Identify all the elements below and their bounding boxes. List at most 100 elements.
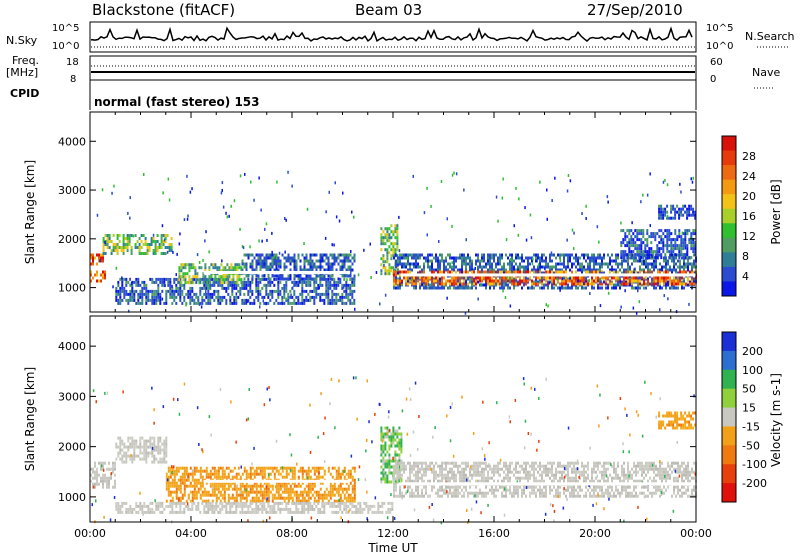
power-cell — [493, 256, 495, 260]
power-cell — [155, 280, 158, 284]
power-cell — [157, 292, 160, 296]
power-cell — [331, 265, 334, 269]
power-cell — [683, 280, 685, 284]
velocity-cell — [323, 490, 326, 494]
power-cell — [690, 241, 693, 245]
power-cell — [251, 274, 254, 278]
velocity-cell — [321, 496, 324, 500]
power-cell — [451, 276, 453, 280]
velocity-cell — [253, 490, 256, 494]
power-cell — [327, 274, 330, 278]
power-cell — [591, 276, 593, 280]
power-cell — [633, 271, 635, 275]
velocity-cell — [207, 472, 210, 476]
power-cell — [329, 265, 332, 269]
power-cell — [686, 213, 689, 217]
power-cell — [130, 249, 133, 252]
velocity-cell — [381, 501, 384, 505]
power-cell — [668, 232, 671, 236]
velocity-cell — [115, 457, 118, 461]
velocity-cell — [389, 501, 392, 505]
power-cell — [329, 280, 332, 284]
power-cell — [561, 279, 563, 283]
velocity-cell — [371, 504, 374, 508]
power-cell — [459, 270, 461, 274]
velocity-cell — [112, 467, 114, 471]
power-cell — [678, 210, 681, 214]
velocity-cell — [347, 472, 350, 476]
power-speckle — [258, 239, 260, 243]
power-cell — [427, 253, 429, 257]
power-cell — [321, 256, 324, 260]
velocity-cell — [219, 466, 222, 470]
power-cell — [347, 253, 350, 257]
power-cell — [405, 276, 407, 280]
power-cell — [216, 269, 219, 273]
power-cell — [251, 292, 254, 296]
power-cell — [435, 256, 437, 260]
velocity-cell — [241, 504, 244, 508]
power-cell — [255, 268, 258, 272]
power-cell — [559, 262, 561, 266]
power-speckle — [684, 246, 687, 250]
velocity-cell — [165, 436, 168, 440]
velocity-cell — [159, 451, 162, 455]
velocity-cell — [235, 510, 238, 514]
power-cell — [220, 275, 223, 279]
velocity-cell — [129, 454, 132, 458]
velocity-cell — [139, 436, 142, 440]
power-cell — [223, 286, 226, 290]
power-cell — [658, 235, 661, 239]
velocity-cell — [343, 487, 346, 491]
power-cell — [682, 247, 685, 251]
power-speckle — [406, 257, 409, 261]
power-cell — [129, 292, 132, 296]
velocity-cell — [229, 469, 232, 473]
velocity-cell — [269, 504, 272, 508]
power-cell — [533, 280, 535, 284]
power-cell — [331, 292, 334, 296]
power-cell — [577, 268, 579, 272]
power-cell — [431, 253, 433, 257]
velocity-cell — [315, 466, 318, 470]
velocity-cell — [175, 472, 178, 476]
power-cell — [309, 274, 312, 278]
power-cell — [159, 301, 162, 305]
power-cell — [644, 247, 647, 251]
velocity-cell — [255, 510, 258, 514]
power-cell — [277, 259, 280, 263]
velocity-cell — [139, 448, 142, 452]
power-cell — [677, 265, 679, 269]
power-cell — [684, 238, 687, 242]
velocity-cell — [205, 493, 208, 497]
power-speckle — [220, 191, 223, 195]
power-cell — [677, 279, 679, 283]
velocity-cell — [323, 493, 326, 497]
power-cell — [90, 279, 92, 283]
power-cell — [575, 259, 577, 263]
power-cell — [417, 262, 419, 266]
velocity-cell — [237, 472, 240, 476]
velocity-cell — [331, 501, 334, 505]
power-cell — [437, 286, 439, 290]
power-cell — [331, 295, 334, 299]
velocity-cell — [353, 469, 356, 473]
power-cell — [396, 239, 399, 243]
velocity-cell — [193, 484, 196, 488]
power-cell — [313, 295, 316, 299]
power-cell — [573, 262, 575, 266]
power-cell — [271, 265, 274, 269]
power-cell — [681, 276, 683, 280]
power-cell — [333, 262, 336, 266]
power-cell — [327, 280, 330, 284]
velocity-cell — [106, 479, 108, 483]
velocity-cell — [247, 507, 250, 511]
power-cell — [581, 286, 583, 290]
power-cell — [122, 237, 125, 240]
power-cell — [245, 280, 248, 284]
velocity-cell — [187, 478, 190, 482]
power-speckle — [245, 301, 247, 305]
velocity-cell — [365, 501, 368, 505]
power-cell — [491, 256, 493, 260]
velocity-cell — [213, 507, 216, 511]
